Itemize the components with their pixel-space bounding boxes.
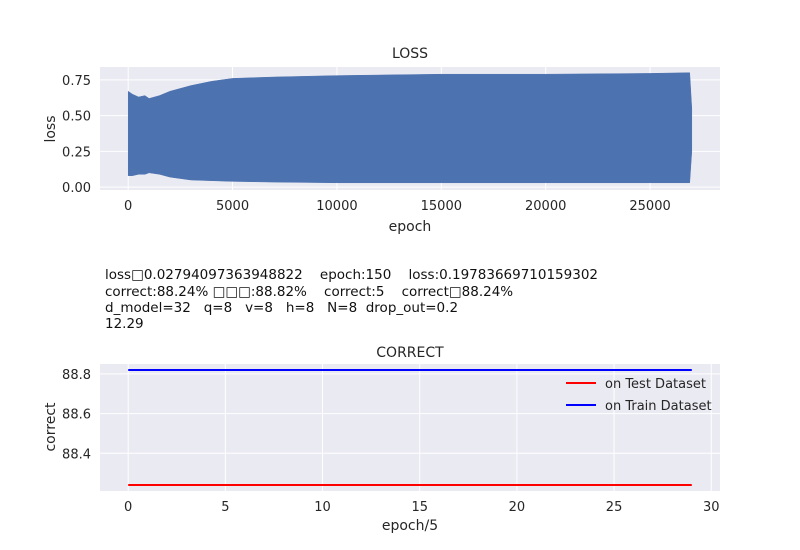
info-line-4: 12.29 (105, 316, 144, 332)
correct-x-tick-label: 0 (124, 500, 132, 515)
correct-x-tick-label: 30 (703, 500, 720, 515)
info-line-2: correct:88.24% □□□:88.82% correct:5 corr… (105, 284, 514, 300)
correct-x-axis-label: epoch/5 (382, 518, 438, 534)
loss-x-tick-label: 15000 (421, 199, 462, 214)
correct-x-tick-label: 20 (509, 500, 526, 515)
loss-x-tick-label: 20000 (525, 199, 566, 214)
correct-y-axis-label: correct (43, 402, 59, 452)
loss-x-axis-label: epoch (389, 219, 432, 235)
loss-y-tick-label: 0.50 (62, 110, 91, 125)
loss-y-tick-label: 0.25 (62, 145, 91, 160)
correct-plot-area (100, 364, 720, 491)
loss-x-tick-label: 25000 (629, 199, 670, 214)
correct-y-tick-label: 88.8 (62, 368, 91, 383)
loss-chart-title: LOSS (392, 46, 428, 62)
correct-ticks: 0 5 10 15 20 25 30 88.4 88.6 88.8 (62, 368, 719, 515)
correct-x-tick-label: 5 (221, 500, 229, 515)
correct-x-tick-label: 15 (411, 500, 428, 515)
correct-x-tick-label: 10 (314, 500, 331, 515)
correct-chart-title: CORRECT (376, 345, 444, 361)
loss-series-band (127, 72, 693, 184)
correct-legend: on Test Dataset on Train Dataset (566, 377, 712, 414)
legend-label-train: on Train Dataset (605, 399, 712, 414)
info-line-3: d_model=32 q=8 v=8 h=8 N=8 drop_out=0.2 (105, 300, 459, 316)
info-line-1: loss□0.02794097363948822 epoch:150 loss:… (105, 267, 599, 283)
loss-y-tick-label: 0.75 (62, 74, 91, 89)
correct-grid (100, 364, 720, 491)
loss-y-tick-label: 0.00 (62, 181, 91, 196)
legend-label-test: on Test Dataset (605, 377, 706, 392)
loss-x-tick-label: 10000 (316, 199, 357, 214)
loss-x-tick-label: 5000 (216, 199, 249, 214)
loss-y-axis-label: loss (43, 115, 59, 142)
correct-y-tick-label: 88.6 (62, 408, 91, 423)
correct-lines (128, 369, 692, 486)
loss-ticks: 0 5000 10000 15000 20000 25000 0.00 0.25 0.50 0.7… (62, 74, 671, 214)
loss-x-tick-label: 0 (124, 199, 132, 214)
correct-y-tick-label: 88.4 (62, 447, 91, 462)
correct-x-tick-label: 25 (606, 500, 623, 515)
